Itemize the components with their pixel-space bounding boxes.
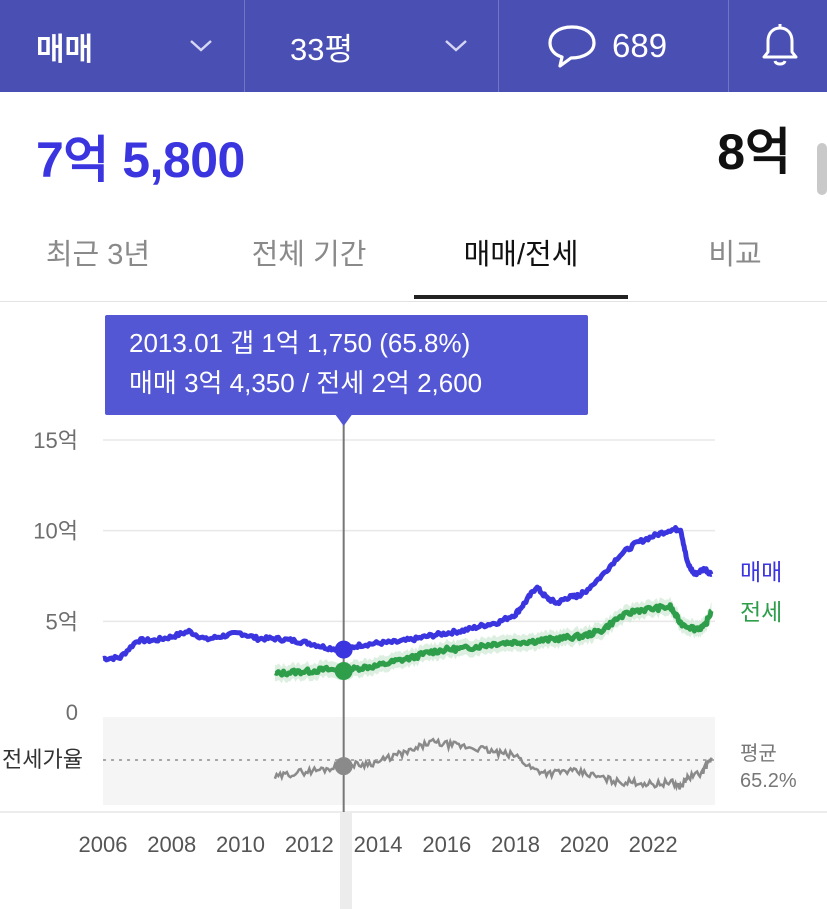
comments-button[interactable]: 689: [546, 0, 667, 92]
tab-sale-jeonse[interactable]: 매매/전세: [463, 239, 579, 271]
x-tick-label: 2006: [79, 832, 128, 857]
cursor-sale-point: [334, 640, 353, 659]
trade-type-dropdown[interactable]: 매매: [36, 0, 93, 92]
ratio-average-value: 65.2%: [740, 770, 797, 792]
tab-all-period[interactable]: 전체 기간: [251, 239, 367, 271]
period-tabs: 최근 3년 전체 기간 매매/전세 비교: [0, 203, 827, 302]
x-axis-labels: 2006 2008 2010 2012 2014 2016 2018 2020 2022: [79, 832, 678, 857]
comment-count: 689: [612, 27, 668, 64]
y-tick-label: 0: [66, 700, 78, 725]
x-tick-label: 2010: [216, 832, 265, 857]
chevron-down-icon[interactable]: [441, 30, 471, 60]
ratio-panel-label: 전세가율: [2, 747, 83, 772]
sale-series-label: 매매: [740, 559, 782, 585]
trade-type-label: 매매: [36, 31, 94, 67]
active-tab-indicator: [414, 295, 628, 299]
current-price: 7억 5,800: [36, 132, 245, 188]
chart-grid: [103, 439, 715, 623]
area-dropdown[interactable]: 33평: [290, 0, 353, 92]
y-tick-label: 15억: [33, 428, 78, 453]
tooltip-gap-line: 2013.01 갭 1억 1,750 (65.8%): [129, 328, 471, 358]
y-tick-label: 5억: [46, 609, 78, 634]
divider: [728, 0, 729, 92]
cursor-jeonse-point: [334, 662, 353, 681]
comparison-price: 8억: [717, 124, 791, 180]
x-tick-label: 2020: [560, 832, 609, 857]
chevron-down-icon[interactable]: [186, 30, 216, 60]
tooltip-price-line: 매매 3억 4,350 / 전세 2억 2,600: [129, 368, 483, 398]
speech-bubble-icon: [548, 25, 596, 68]
notifications-button[interactable]: [756, 0, 804, 92]
bell-icon: [762, 24, 798, 66]
x-tick-label: 2018: [491, 832, 540, 857]
jeonse-series-label: 전세: [740, 599, 782, 625]
x-tick-label: 2012: [285, 832, 334, 857]
tooltip-pointer: [335, 415, 352, 426]
scrollbar-thumb[interactable]: [817, 143, 827, 195]
y-axis-labels: 0 5억 10억 15억: [33, 428, 78, 725]
ratio-average-title: 평균: [740, 742, 777, 765]
scrub-handle-track: [340, 812, 352, 909]
sale-series-line: [102, 525, 714, 663]
top-bar: 매매 33평 689: [0, 0, 827, 92]
x-tick-label: 2014: [354, 832, 403, 857]
y-tick-label: 10억: [33, 519, 78, 544]
divider: [498, 0, 499, 92]
divider: [244, 0, 245, 92]
tab-compare[interactable]: 비교: [708, 239, 762, 271]
tab-recent-3-years[interactable]: 최근 3년: [45, 239, 151, 271]
data-tooltip: 2013.01 갭 1억 1,750 (65.8%) 매매 3억 4,350 /…: [105, 315, 588, 415]
cursor-ratio-point: [334, 757, 353, 776]
x-tick-label: 2016: [422, 832, 471, 857]
x-tick-label: 2022: [629, 832, 678, 857]
x-tick-label: 2008: [147, 832, 196, 857]
area-label: 33평: [290, 31, 354, 67]
